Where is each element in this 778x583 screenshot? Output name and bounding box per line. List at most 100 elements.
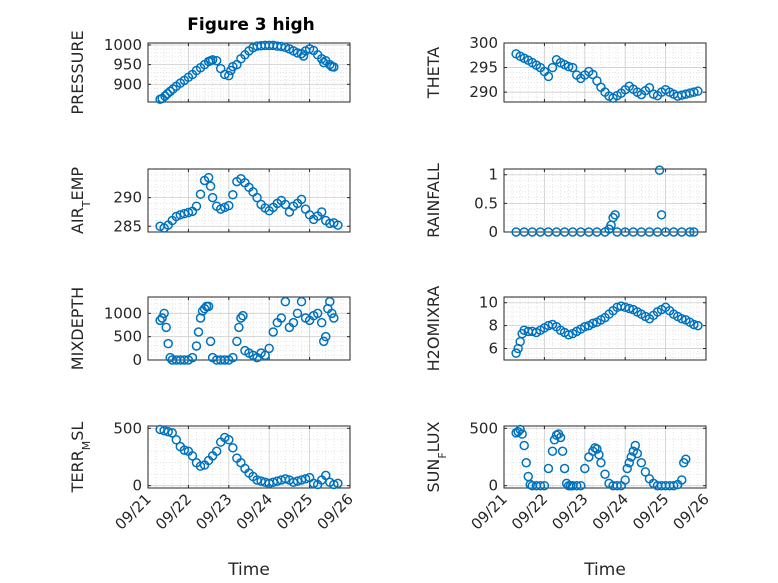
y-tick-label: 500: [113, 328, 142, 346]
data-point: [685, 227, 695, 237]
data-point: [515, 424, 525, 435]
axes-box: [147, 168, 351, 233]
data-point: [689, 319, 699, 330]
axes-box: [503, 168, 707, 233]
data-point: [203, 301, 214, 312]
y-axis-label: MIXDEPTH: [68, 287, 87, 370]
data-point: [183, 207, 194, 218]
data-point: [228, 443, 238, 453]
data-point: [612, 480, 622, 491]
y-tick-label: 1000: [104, 36, 142, 54]
data-point: [668, 480, 679, 491]
data-point: [296, 194, 307, 205]
data-point: [588, 318, 598, 329]
y-tick-label: 0: [132, 351, 142, 369]
y-tick-label: 300: [469, 34, 498, 52]
data-point: [187, 451, 198, 461]
subplot-theta: 290 295 300 THETA: [424, 34, 707, 103]
data-point: [161, 322, 171, 333]
data-point: [321, 470, 331, 481]
data-point: [167, 428, 177, 438]
data-point: [318, 336, 329, 347]
data-point: [165, 86, 175, 97]
y-axis-label: AIRTEMP: [68, 167, 93, 234]
y-tick-label: 8: [488, 317, 498, 335]
axes-box: [147, 296, 351, 361]
data-point: [321, 331, 331, 342]
y-tick-label: 295: [469, 59, 498, 77]
data-point: [316, 207, 327, 217]
data-point: [211, 446, 222, 457]
data-point: [547, 446, 558, 457]
data-point: [559, 463, 570, 474]
data-point: [636, 457, 647, 468]
y-tick-label: 0.5: [474, 194, 498, 212]
y-tick-label: 0: [488, 223, 498, 241]
data-point: [160, 91, 170, 101]
data-point: [535, 480, 546, 491]
data-point: [308, 478, 319, 489]
y-tick-label: 950: [113, 56, 142, 74]
data-point: [677, 314, 687, 324]
data-point: [159, 308, 169, 319]
data-point: [205, 181, 216, 191]
data-point: [620, 475, 630, 485]
data-point: [195, 189, 206, 199]
data-point: [224, 435, 234, 445]
axes-box: [147, 425, 351, 489]
subplot-rainfall: 0 0.5 1 RAINFALL: [424, 163, 707, 241]
data-point: [224, 70, 234, 81]
data-point: [312, 308, 323, 319]
data-point: [547, 62, 558, 73]
x-axis-label: Time: [227, 560, 270, 580]
data-point: [610, 210, 620, 220]
y-tick-label: 1: [488, 166, 498, 184]
data-point: [333, 478, 343, 489]
data-point: [211, 55, 222, 66]
data-point: [517, 429, 527, 439]
y-tick-label: 10: [479, 294, 498, 312]
data-point: [624, 303, 634, 314]
data-point: [557, 446, 568, 457]
data-point: [689, 87, 699, 97]
data-point: [264, 343, 274, 354]
data-point: [316, 317, 327, 328]
data-point: [157, 93, 167, 104]
subplot-mixdepth: 0 500 1000 MIXDEPTH: [68, 287, 351, 370]
y-tick-label: 500: [113, 419, 142, 437]
data-point: [205, 336, 216, 347]
data-point: [163, 426, 173, 437]
data-point: [207, 192, 218, 203]
subplot-h2omixra: 6 8 10 H2OMIXRA: [424, 286, 707, 371]
data-point: [689, 227, 699, 237]
data-point: [195, 461, 206, 471]
axes-box: [503, 296, 707, 361]
data-point: [157, 313, 167, 323]
y-axis-label: RAINFALL: [424, 163, 443, 238]
data-point: [555, 432, 566, 443]
y-tick-label: 290: [469, 83, 498, 101]
data-point: [677, 475, 687, 485]
data-point: [179, 445, 190, 455]
data-point: [576, 480, 586, 491]
data-point: [592, 444, 602, 454]
data-point: [656, 210, 667, 220]
data-point: [238, 310, 248, 321]
data-point: [260, 350, 270, 361]
x-axis-label: Time: [583, 560, 626, 580]
data-point: [298, 51, 309, 61]
data-point: [288, 317, 299, 328]
data-point: [207, 55, 218, 65]
data-point: [165, 352, 175, 363]
data-point: [622, 463, 632, 474]
data-point: [155, 315, 165, 326]
data-point: [596, 457, 606, 468]
data-point: [234, 322, 244, 333]
data-point: [280, 474, 291, 484]
data-point: [191, 341, 202, 351]
data-point: [519, 440, 529, 451]
data-point: [191, 201, 202, 211]
data-point: [232, 336, 242, 347]
y-tick-label: 285: [113, 217, 142, 235]
